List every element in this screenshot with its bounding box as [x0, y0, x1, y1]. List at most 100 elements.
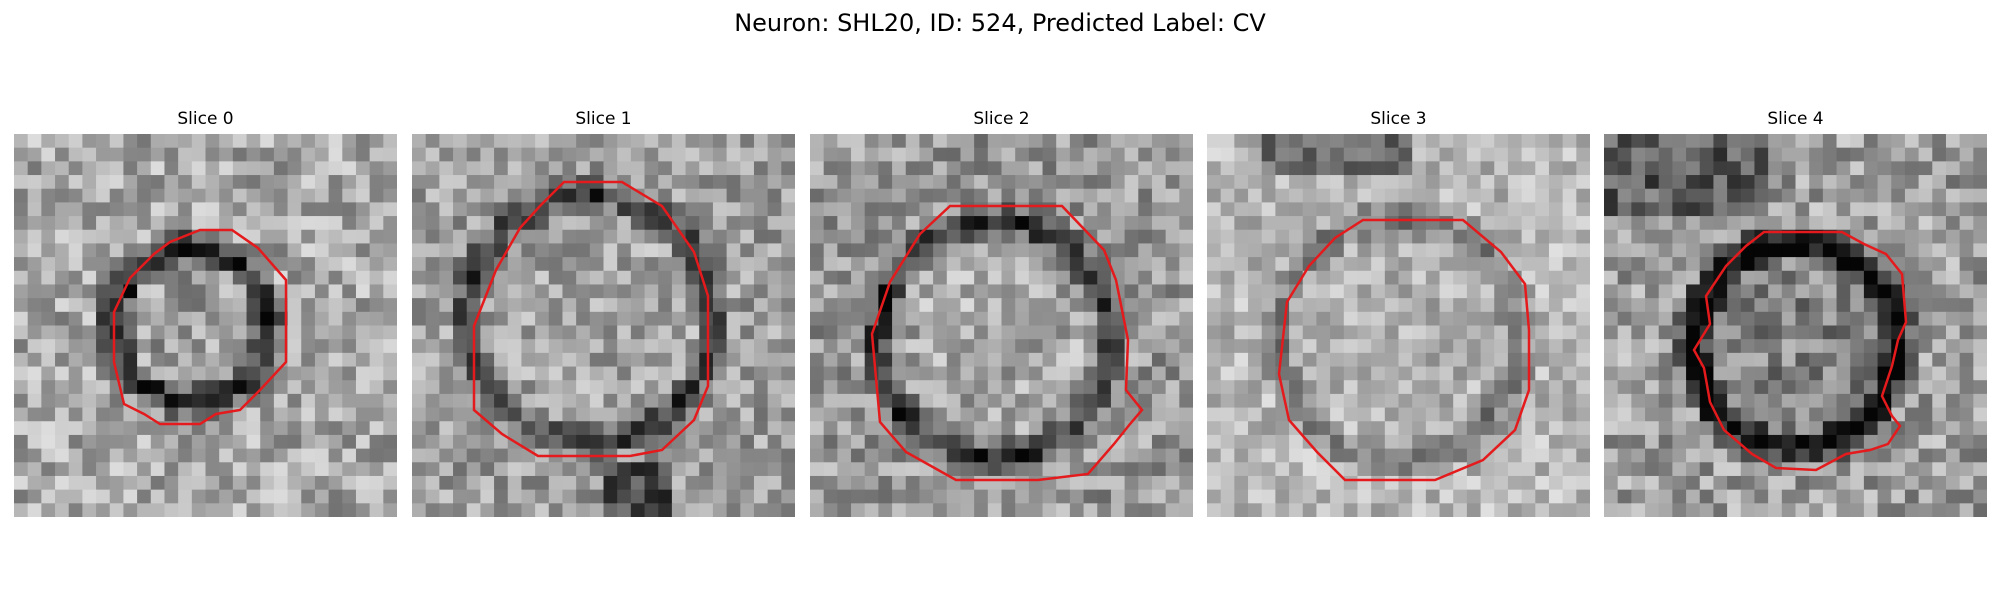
- pixel: [82, 216, 97, 231]
- pixel: [603, 270, 618, 286]
- pixel: [1330, 161, 1345, 176]
- pixel: [1234, 339, 1249, 354]
- pixel: [1480, 175, 1495, 190]
- pixel: [1699, 311, 1715, 327]
- pixel: [480, 243, 495, 258]
- pixel: [41, 366, 56, 381]
- pixel: [1110, 462, 1126, 477]
- pixel: [1904, 352, 1920, 368]
- pixel: [1809, 243, 1824, 258]
- pixel: [1850, 257, 1865, 272]
- pixel: [1056, 229, 1071, 245]
- pixel: [369, 147, 384, 162]
- pixel: [851, 311, 866, 327]
- pixel: [1631, 339, 1646, 354]
- pixel: [1083, 270, 1098, 286]
- pixel: [1918, 407, 1933, 422]
- pixel: [1973, 216, 1987, 231]
- pixel: [576, 284, 591, 299]
- pixel: [823, 462, 838, 477]
- pixel: [164, 311, 179, 327]
- pixel: [439, 243, 454, 258]
- pixel: [342, 147, 357, 162]
- pixel: [383, 366, 397, 381]
- pixel: [1932, 366, 1947, 381]
- pixel: [369, 380, 384, 395]
- pixel: [273, 147, 289, 162]
- pixel: [535, 503, 550, 517]
- pixel: [314, 311, 330, 327]
- pixel: [96, 311, 111, 327]
- pixel: [287, 489, 302, 504]
- pixel: [1097, 407, 1112, 422]
- pixel: [1686, 489, 1701, 504]
- pixel: [781, 462, 795, 477]
- pixel: [1439, 243, 1454, 258]
- pixel: [1713, 243, 1728, 258]
- pixel: [1425, 216, 1441, 231]
- pixel: [1754, 366, 1769, 381]
- pixel: [301, 421, 316, 436]
- pixel: [960, 325, 975, 340]
- pixel: [287, 216, 302, 231]
- pixel: [1672, 270, 1687, 286]
- pixel: [1727, 339, 1742, 354]
- pixel: [1945, 284, 1961, 299]
- pixel: [232, 175, 248, 190]
- pixel: [41, 434, 56, 450]
- pixel: [658, 339, 673, 354]
- pixel: [1083, 284, 1098, 299]
- pixel: [1083, 257, 1098, 272]
- pixel: [1466, 311, 1482, 327]
- pixel: [1576, 188, 1590, 203]
- pixel: [1973, 229, 1987, 245]
- pixel: [1795, 407, 1810, 422]
- pixel: [1891, 462, 1906, 477]
- pixel: [507, 175, 523, 190]
- pixel: [1015, 475, 1030, 491]
- pixel: [109, 462, 125, 477]
- pixel: [658, 270, 673, 286]
- pixel: [1083, 216, 1098, 231]
- pixel: [1042, 380, 1057, 395]
- pixel: [68, 257, 83, 272]
- pixel: [260, 188, 275, 203]
- pixel: [412, 257, 427, 272]
- pixel: [974, 503, 989, 517]
- pixel: [1535, 229, 1550, 245]
- pixel: [273, 380, 289, 395]
- pixel: [1480, 243, 1495, 258]
- pixel: [219, 298, 234, 313]
- pixel: [1959, 489, 1974, 504]
- pixel: [1740, 475, 1756, 491]
- pixel: [1973, 407, 1987, 422]
- pixel: [1261, 352, 1276, 368]
- pixel: [548, 462, 564, 477]
- pixel: [453, 475, 468, 491]
- pixel: [603, 229, 618, 245]
- pixel: [301, 147, 316, 162]
- pixel: [1248, 352, 1263, 368]
- pixel: [1617, 366, 1632, 381]
- pixel: [1904, 489, 1920, 504]
- pixel: [644, 229, 659, 245]
- pixel: [892, 503, 907, 517]
- pixel: [1110, 216, 1126, 231]
- pixel: [137, 298, 152, 313]
- pixel: [617, 393, 632, 409]
- pixel: [164, 407, 179, 422]
- pixel: [630, 257, 646, 272]
- pixel: [1891, 161, 1906, 176]
- pixel: [369, 311, 384, 327]
- pixel: [439, 134, 454, 149]
- pixel: [1056, 284, 1071, 299]
- pixel: [837, 352, 852, 368]
- pixel: [1275, 448, 1290, 463]
- pixel: [1261, 475, 1276, 491]
- pixel: [712, 175, 728, 190]
- pixel: [164, 380, 179, 395]
- pixel: [1727, 462, 1742, 477]
- pixel: [1850, 298, 1865, 313]
- pixel: [1453, 352, 1468, 368]
- pixel: [1001, 475, 1016, 491]
